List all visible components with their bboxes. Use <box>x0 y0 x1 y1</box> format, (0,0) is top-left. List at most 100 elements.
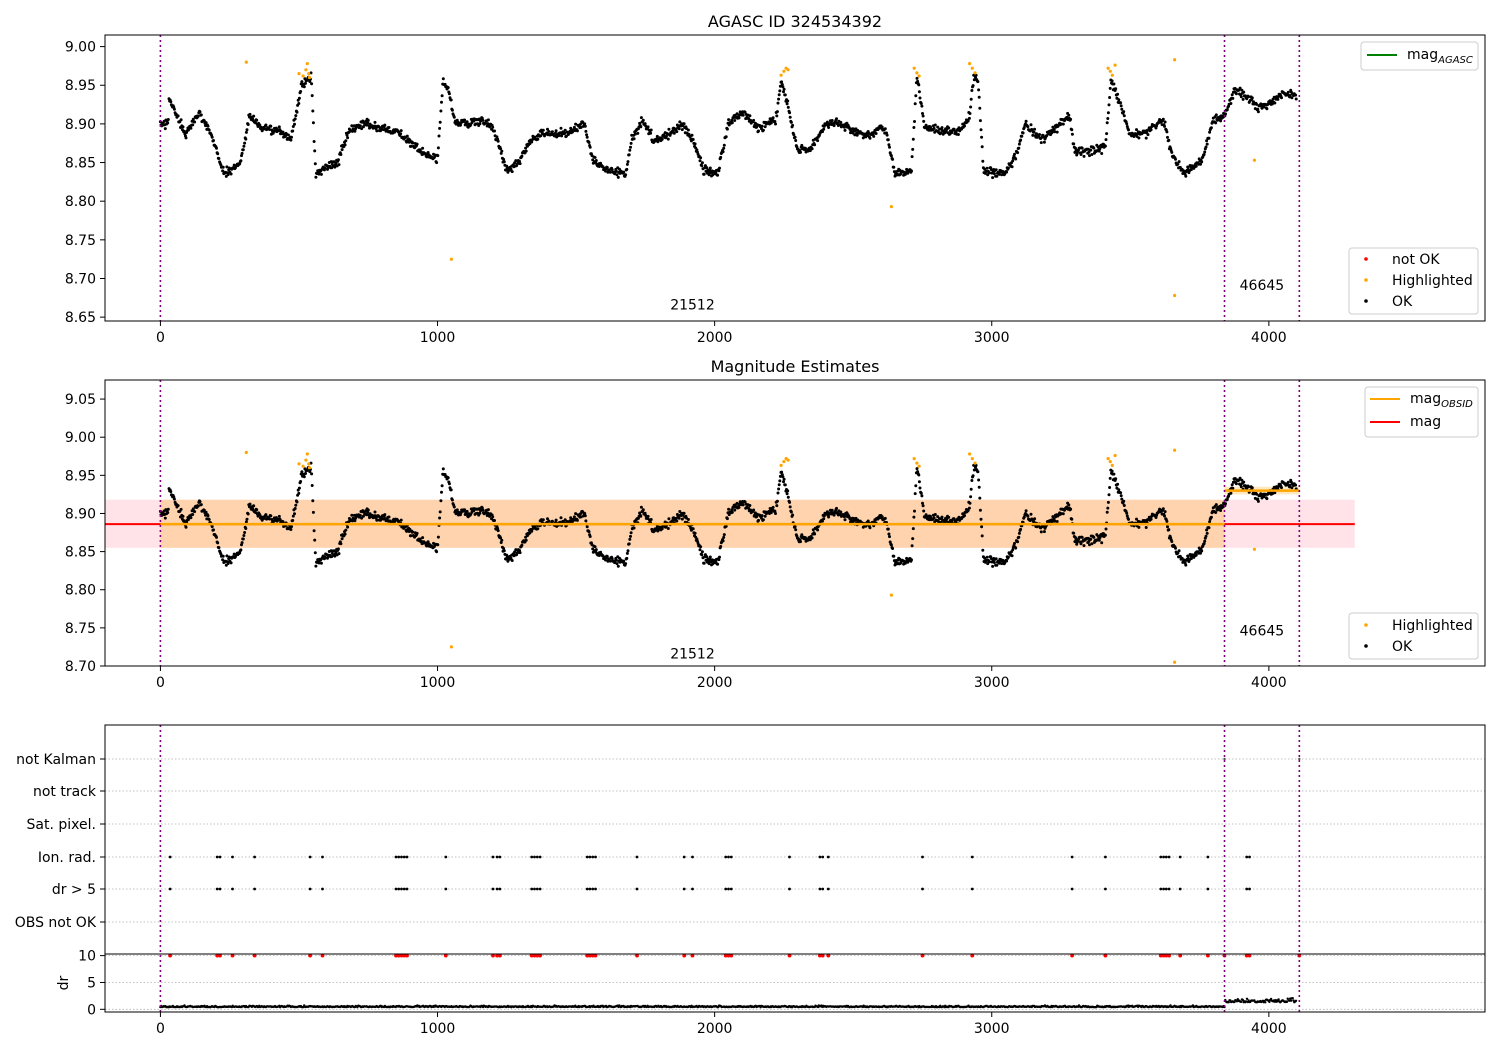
ok-point-1773 <box>1239 95 1243 99</box>
ok-point-1671 <box>1177 549 1181 553</box>
ok-point-144 <box>246 123 250 126</box>
dr5-flag-18 <box>535 887 539 891</box>
ok-point-304 <box>344 528 348 532</box>
highlighted-point-23 <box>1173 58 1177 62</box>
ok-point-307 <box>346 525 350 529</box>
ok-point-1717 <box>1205 142 1209 146</box>
ok-point-464 <box>441 467 445 471</box>
p1-legend-lower-swatch-2 <box>1364 299 1368 303</box>
ok-point-1652 <box>1166 135 1169 139</box>
ok-point-428 <box>419 539 423 543</box>
ion-rad-flag-11 <box>405 855 409 859</box>
ok-point-978 <box>755 515 759 519</box>
ok-point-1856 <box>1290 96 1294 100</box>
ok-point-1372 <box>995 563 999 567</box>
ok-point-54 <box>191 507 195 511</box>
ok-point-1233 <box>910 155 914 159</box>
ok-point-1029 <box>786 99 790 103</box>
ok-point-763 <box>624 173 628 177</box>
ok-point-1344 <box>978 496 982 500</box>
ok-point-1017 <box>778 474 782 478</box>
ok-point-684 <box>575 518 579 522</box>
ok-point-260 <box>317 172 321 176</box>
ok-point-179 <box>268 128 271 131</box>
highlighted-point-12 <box>889 593 894 597</box>
ok-point-886 <box>699 156 703 160</box>
highlighted-point-0 <box>244 450 248 455</box>
ok-point-892 <box>702 561 706 565</box>
ok-point-830 <box>664 134 668 138</box>
ok-point-270 <box>323 555 327 559</box>
ok-point-142 <box>245 128 249 132</box>
ok-point-681 <box>574 122 578 126</box>
ok-point-1041 <box>793 135 797 139</box>
ok-point-80 <box>207 128 211 132</box>
ok-point-1633 <box>1154 126 1158 130</box>
ok-point-932 <box>727 118 731 122</box>
ok-point-1411 <box>1019 138 1023 142</box>
ok-point-46 <box>187 518 190 521</box>
ok-point-1102 <box>830 508 834 512</box>
ok-point-53 <box>191 123 195 127</box>
ok-point-254 <box>313 162 317 166</box>
ok-point-1341 <box>976 80 980 84</box>
ok-point-1720 <box>1207 526 1211 530</box>
ok-point-1544 <box>1100 541 1104 545</box>
ok-point-251 <box>311 121 315 125</box>
ok-point-17 <box>169 100 173 104</box>
ok-point-218 <box>291 514 295 518</box>
ok-point-1588 <box>1127 517 1130 521</box>
ok-point-628 <box>541 128 545 132</box>
ok-point-1033 <box>788 115 792 119</box>
ok-point-856 <box>680 128 684 132</box>
ok-point-840 <box>671 519 674 523</box>
highlighted-point-21 <box>1110 73 1114 77</box>
ok-point-37 <box>181 125 185 129</box>
ok-point-847 <box>675 519 679 523</box>
dr5-flag-37 <box>1104 887 1107 891</box>
ok-point-482 <box>452 115 456 119</box>
ok-point-1352 <box>983 167 987 171</box>
ok-point-72 <box>202 508 206 512</box>
ok-point-766 <box>625 551 629 555</box>
ok-point-1498 <box>1072 142 1076 146</box>
ok-point-1717 <box>1205 531 1209 535</box>
ok-point-1570 <box>1116 92 1120 96</box>
ok-point-1238 <box>913 102 917 106</box>
ok-point-1153 <box>861 136 865 140</box>
ok-point-1196 <box>888 535 891 539</box>
ok-point-13 <box>166 118 170 121</box>
ok-point-1708 <box>1200 549 1204 553</box>
ok-point-852 <box>678 120 682 124</box>
ok-point-981 <box>757 129 760 133</box>
ok-point-928 <box>724 135 728 139</box>
ok-point-575 <box>509 556 513 560</box>
ok-point-1269 <box>932 126 936 130</box>
p1-legend-lower-swatch-1 <box>1364 278 1368 282</box>
ok-point-906 <box>711 562 715 566</box>
ok-point-355 <box>375 129 379 133</box>
ok-point-524 <box>478 122 482 126</box>
ok-point-767 <box>626 549 630 553</box>
ok-point-866 <box>686 518 690 521</box>
p2-xtick-label-3: 3000 <box>974 675 1010 691</box>
ok-point-916 <box>717 558 721 562</box>
ok-point-563 <box>502 157 506 161</box>
ok-point-1523 <box>1087 150 1091 154</box>
ok-point-1282 <box>940 515 944 519</box>
ion-rad-flag-42 <box>1178 855 1182 859</box>
ok-point-563 <box>502 547 506 550</box>
ok-point-173 <box>264 123 268 127</box>
ok-point-705 <box>588 145 592 149</box>
ok-point-50 <box>189 126 193 130</box>
ok-point-298 <box>340 537 344 541</box>
ok-point-1442 <box>1038 133 1041 136</box>
ok-point-430 <box>421 146 425 150</box>
ok-point-352 <box>373 120 377 124</box>
ok-point-75 <box>204 121 208 125</box>
ok-point-253 <box>313 149 317 153</box>
ion-rad-flag-45 <box>1248 855 1251 859</box>
ok-point-296 <box>339 542 343 546</box>
ok-point-1333 <box>971 84 975 88</box>
ok-point-792 <box>641 118 645 122</box>
